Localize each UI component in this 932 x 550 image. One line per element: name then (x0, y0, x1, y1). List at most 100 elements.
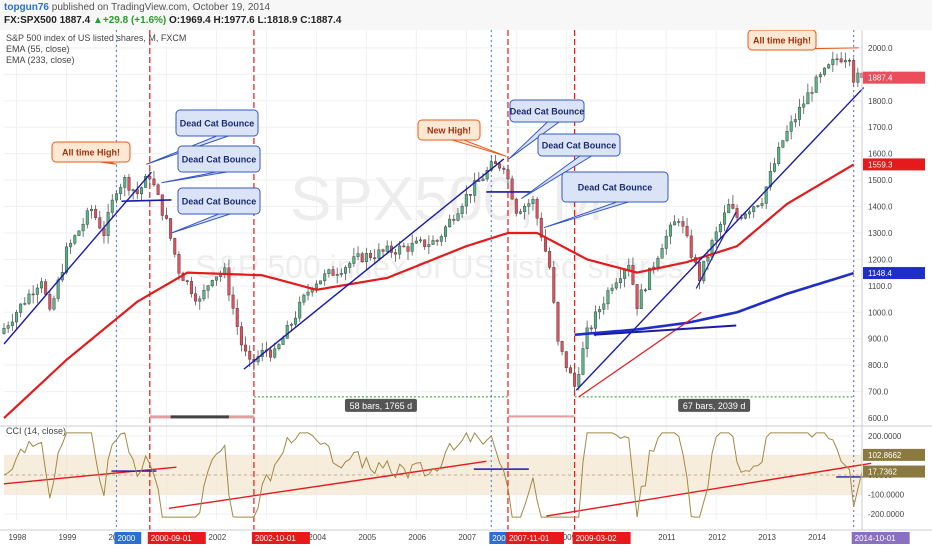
candle-body[interactable] (518, 211, 522, 214)
candle-body[interactable] (464, 194, 468, 207)
candle-body[interactable] (531, 198, 535, 204)
candle-body[interactable] (269, 349, 273, 358)
candle-body[interactable] (668, 224, 672, 237)
candle-body[interactable] (385, 245, 389, 252)
callout-box[interactable] (51, 141, 131, 163)
candle-body[interactable] (606, 290, 610, 305)
candle-body[interactable] (560, 341, 564, 352)
candle-body[interactable] (623, 270, 627, 279)
candle-body[interactable] (144, 176, 148, 188)
candle-body[interactable] (248, 350, 252, 360)
candle-body[interactable] (2, 328, 6, 334)
candle-body[interactable] (131, 189, 135, 191)
candle-body[interactable] (306, 291, 310, 296)
candle-body[interactable] (344, 267, 348, 274)
candle-body[interactable] (377, 249, 381, 259)
candle-body[interactable] (352, 256, 356, 264)
candle-body[interactable] (364, 252, 368, 262)
candle-body[interactable] (635, 284, 639, 309)
candle-body[interactable] (798, 106, 802, 120)
callout-box[interactable] (509, 99, 585, 123)
candle-body[interactable] (19, 303, 23, 313)
callout-text[interactable]: Dead Cat Bounce (578, 183, 653, 193)
candle-body[interactable] (319, 280, 323, 285)
candle-body[interactable] (73, 235, 77, 244)
candle-body[interactable] (339, 273, 343, 275)
candle-body[interactable] (485, 169, 489, 180)
candle-body[interactable] (169, 218, 173, 239)
candle-body[interactable] (381, 249, 385, 252)
candle-body[interactable] (548, 251, 552, 268)
candle-body[interactable] (431, 240, 435, 245)
candle-body[interactable] (535, 198, 539, 219)
candle-body[interactable] (156, 184, 160, 195)
candle-body[interactable] (514, 198, 518, 214)
candle-body[interactable] (460, 205, 464, 215)
candle-body[interactable] (831, 58, 835, 65)
candle-body[interactable] (456, 213, 460, 221)
candle-body[interactable] (814, 76, 818, 93)
callout-layer[interactable]: All time High! Dead Cat Bounce Dead Cat Bo… (51, 30, 859, 234)
candle-body[interactable] (314, 283, 318, 289)
candle-body[interactable] (552, 267, 556, 303)
candle-body[interactable] (493, 161, 497, 165)
candle-body[interactable] (556, 302, 560, 342)
candle-body[interactable] (214, 276, 218, 281)
candle-body[interactable] (27, 293, 31, 304)
callout-box[interactable] (537, 133, 621, 157)
candle-body[interactable] (823, 67, 827, 75)
chart-canvas[interactable]: SPX500, M S&P 500 index of US listed sha… (0, 30, 932, 550)
candle-body[interactable] (727, 204, 731, 214)
candle-body[interactable] (573, 372, 577, 387)
candle-body[interactable] (331, 269, 335, 276)
candle-body[interactable] (227, 267, 231, 296)
candle-body[interactable] (785, 130, 789, 141)
candle-body[interactable] (6, 325, 10, 329)
candle-body[interactable] (52, 298, 56, 310)
candle-body[interactable] (423, 239, 427, 247)
candle-body[interactable] (502, 167, 506, 170)
candle-body[interactable] (639, 289, 643, 309)
candle-body[interactable] (152, 178, 156, 186)
callout-text[interactable]: Dead Cat Bounce (180, 119, 255, 129)
candle-body[interactable] (673, 221, 677, 226)
candle-body[interactable] (468, 194, 472, 196)
candle-body[interactable] (777, 146, 781, 164)
resistance-2000[interactable] (121, 199, 172, 203)
candle-body[interactable] (281, 338, 285, 345)
candle-body[interactable] (35, 287, 39, 295)
candle-body[interactable] (160, 194, 164, 216)
cci-trend-3[interactable] (546, 462, 872, 517)
callout-box[interactable] (175, 109, 259, 137)
candle-body[interactable] (602, 303, 606, 310)
candle-body[interactable] (773, 163, 777, 172)
candle-body[interactable] (194, 293, 198, 302)
candle-body[interactable] (335, 274, 339, 276)
symbol-label[interactable]: FX:SPX500 (4, 15, 57, 26)
candle-body[interactable] (23, 303, 27, 305)
candle-body[interactable] (852, 60, 856, 83)
candle-body[interactable] (506, 169, 510, 180)
candle-body[interactable] (239, 326, 243, 346)
candle-body[interactable] (452, 218, 456, 221)
callout-box[interactable] (177, 187, 261, 215)
candle-body[interactable] (327, 269, 331, 274)
candle-body[interactable] (235, 308, 239, 327)
callout-box[interactable] (561, 171, 669, 203)
candle-body[interactable] (689, 235, 693, 258)
candle-body[interactable] (685, 225, 689, 237)
candle-body[interactable] (498, 163, 502, 169)
candle-body[interactable] (677, 221, 681, 223)
candle-body[interactable] (585, 327, 589, 349)
candle-body[interactable] (748, 211, 752, 215)
candle-body[interactable] (148, 176, 152, 180)
candle-body[interactable] (510, 178, 514, 200)
candle-body[interactable] (489, 161, 493, 171)
candle-body[interactable] (443, 226, 447, 237)
candle-body[interactable] (189, 280, 193, 294)
candle-body[interactable] (419, 239, 423, 242)
candle-body[interactable] (164, 215, 168, 219)
candle-body[interactable] (44, 281, 48, 295)
candle-body[interactable] (273, 348, 277, 358)
candle-body[interactable] (681, 221, 685, 227)
